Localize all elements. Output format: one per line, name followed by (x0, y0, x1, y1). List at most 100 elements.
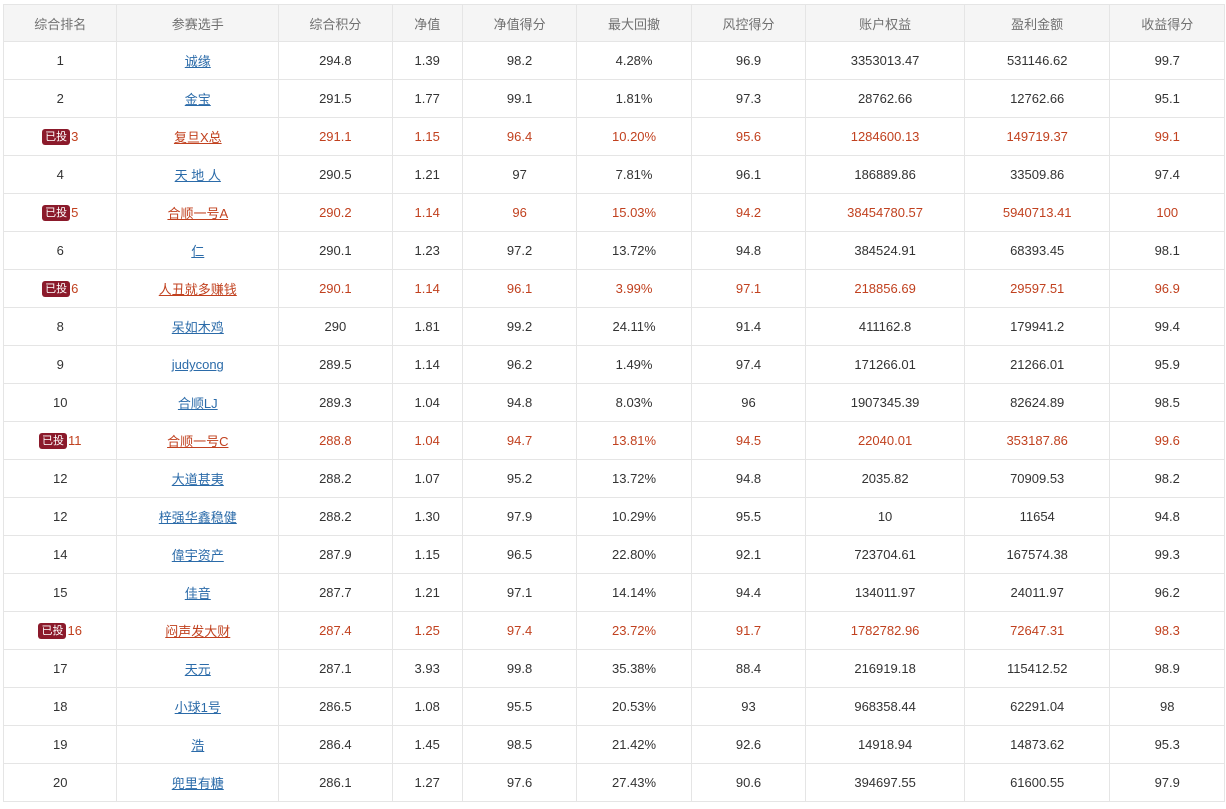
equity-cell: 218856.69 (805, 269, 965, 308)
drawdown-cell: 1.49% (576, 345, 692, 384)
rank-cell: 已投 3 (2, 117, 118, 156)
player-link[interactable]: 佳音 (184, 586, 211, 601)
rank-cell: 12 (2, 497, 118, 536)
header-player[interactable]: 参赛选手 (116, 4, 280, 42)
player-cell: 复旦X总 (116, 117, 280, 156)
drawdown-cell: 21.42% (576, 725, 692, 764)
player-link[interactable]: 诚缘 (184, 54, 211, 69)
rank-value: 5 (71, 204, 79, 220)
player-link[interactable]: 人丑就多赚钱 (158, 282, 237, 297)
drawdown-cell: 7.81% (576, 155, 692, 194)
nav-cell: 1.08 (391, 687, 463, 726)
rank-value: 6 (71, 280, 79, 296)
header-max-drawdown[interactable]: 最大回撤 (576, 4, 692, 42)
rank-cell: 2 (2, 79, 118, 118)
rank-value: 6 (56, 243, 64, 258)
player-link[interactable]: 合顺一号A (167, 206, 229, 221)
risk-score-cell: 94.4 (690, 573, 807, 612)
nav-score-cell: 94.8 (461, 383, 578, 422)
player-link[interactable]: 金宝 (184, 92, 211, 107)
return-score-cell: 96.2 (1109, 573, 1225, 612)
table-row: 17 天元 287.1 3.93 99.8 35.38% 88.4 216919.18 1154… (2, 649, 1225, 688)
header-profit[interactable]: 盈利金额 (963, 4, 1111, 42)
return-score-cell: 99.4 (1109, 307, 1225, 346)
score-cell: 288.2 (278, 459, 393, 498)
profit-cell: 21266.01 (963, 345, 1111, 384)
score-cell: 291.1 (278, 117, 393, 156)
table-row: 已投 16 闷声发大财 287.4 1.25 97.4 23.72% 91.7 1782782.… (2, 611, 1225, 650)
nav-cell: 1.14 (391, 345, 463, 384)
score-cell: 288.2 (278, 497, 393, 536)
player-link[interactable]: judycong (171, 357, 224, 372)
drawdown-cell: 3.99% (576, 269, 692, 308)
table-row: 9 judycong 289.5 1.14 96.2 1.49% 97.4 171266.01… (2, 345, 1225, 384)
player-cell: 合顺一号A (116, 193, 280, 232)
nav-cell: 1.04 (391, 383, 463, 422)
drawdown-cell: 24.11% (576, 307, 692, 346)
player-link[interactable]: 浩 (191, 738, 205, 753)
header-nav-score[interactable]: 净值得分 (461, 4, 578, 42)
header-equity[interactable]: 账户权益 (805, 4, 965, 42)
rank-value: 9 (56, 357, 64, 372)
player-link[interactable]: 大道甚夷 (171, 472, 224, 487)
equity-cell: 411162.8 (805, 307, 965, 346)
drawdown-cell: 13.72% (576, 459, 692, 498)
player-link[interactable]: 天元 (184, 662, 211, 677)
invested-badge: 已投 (38, 622, 67, 639)
rank-value: 12 (52, 509, 68, 524)
nav-score-cell: 96.1 (461, 269, 578, 308)
table-row: 已投 3 复旦X总 291.1 1.15 96.4 10.20% 95.6 1284600.13… (2, 117, 1225, 156)
drawdown-cell: 10.29% (576, 497, 692, 536)
rank-cell: 已投 5 (2, 193, 118, 232)
equity-cell: 2035.82 (805, 459, 965, 498)
equity-cell: 968358.44 (805, 687, 965, 726)
player-link[interactable]: 复旦X总 (173, 130, 222, 145)
profit-cell: 167574.38 (963, 535, 1111, 574)
player-link[interactable]: 合顺一号C (167, 434, 229, 449)
table-row: 已投 5 合顺一号A 290.2 1.14 96 15.03% 94.2 38454780.57… (2, 193, 1225, 232)
header-risk-score[interactable]: 风控得分 (690, 4, 807, 42)
nav-cell: 1.15 (391, 117, 463, 156)
equity-cell: 28762.66 (805, 79, 965, 118)
player-link[interactable]: 兜里有糖 (171, 776, 224, 791)
header-rank[interactable]: 综合排名 (2, 4, 118, 42)
rank-value: 16 (67, 622, 82, 638)
score-cell: 288.8 (278, 421, 393, 460)
header-nav[interactable]: 净值 (391, 4, 463, 42)
player-link[interactable]: 闷声发大财 (165, 624, 231, 639)
return-score-cell: 98.2 (1109, 459, 1225, 498)
rank-cell: 6 (2, 231, 118, 270)
rank-cell: 已投 6 (2, 269, 118, 308)
risk-score-cell: 94.8 (690, 231, 807, 270)
player-link[interactable]: 仁 (191, 244, 205, 259)
player-cell: 浩 (116, 725, 280, 764)
return-score-cell: 97.4 (1109, 155, 1225, 194)
rank-cell: 已投 16 (2, 611, 118, 650)
rank-cell: 4 (2, 155, 118, 194)
nav-cell: 1.15 (391, 535, 463, 574)
equity-cell: 1284600.13 (805, 117, 965, 156)
player-link[interactable]: 小球1号 (174, 700, 221, 715)
nav-cell: 1.30 (391, 497, 463, 536)
rank-cell: 18 (2, 687, 118, 726)
player-link[interactable]: 天 地 人 (174, 168, 221, 183)
player-cell: 天 地 人 (116, 155, 280, 194)
nav-score-cell: 94.7 (461, 421, 578, 460)
nav-score-cell: 95.5 (461, 687, 578, 726)
drawdown-cell: 23.72% (576, 611, 692, 650)
player-cell: 偉宇资产 (116, 535, 280, 574)
drawdown-cell: 8.03% (576, 383, 692, 422)
nav-score-cell: 99.2 (461, 307, 578, 346)
equity-cell: 14918.94 (805, 725, 965, 764)
rank-value: 8 (56, 319, 64, 334)
header-score[interactable]: 综合积分 (278, 4, 393, 42)
equity-cell: 22040.01 (805, 421, 965, 460)
player-link[interactable]: 偉宇资产 (171, 548, 224, 563)
player-link[interactable]: 合顺LJ (177, 396, 218, 411)
player-link[interactable]: 梓强华鑫稳健 (158, 510, 237, 525)
player-link[interactable]: 呆如木鸡 (171, 320, 224, 335)
equity-cell: 723704.61 (805, 535, 965, 574)
header-return-score[interactable]: 收益得分 (1109, 4, 1225, 42)
return-score-cell: 96.9 (1109, 269, 1225, 308)
equity-cell: 171266.01 (805, 345, 965, 384)
